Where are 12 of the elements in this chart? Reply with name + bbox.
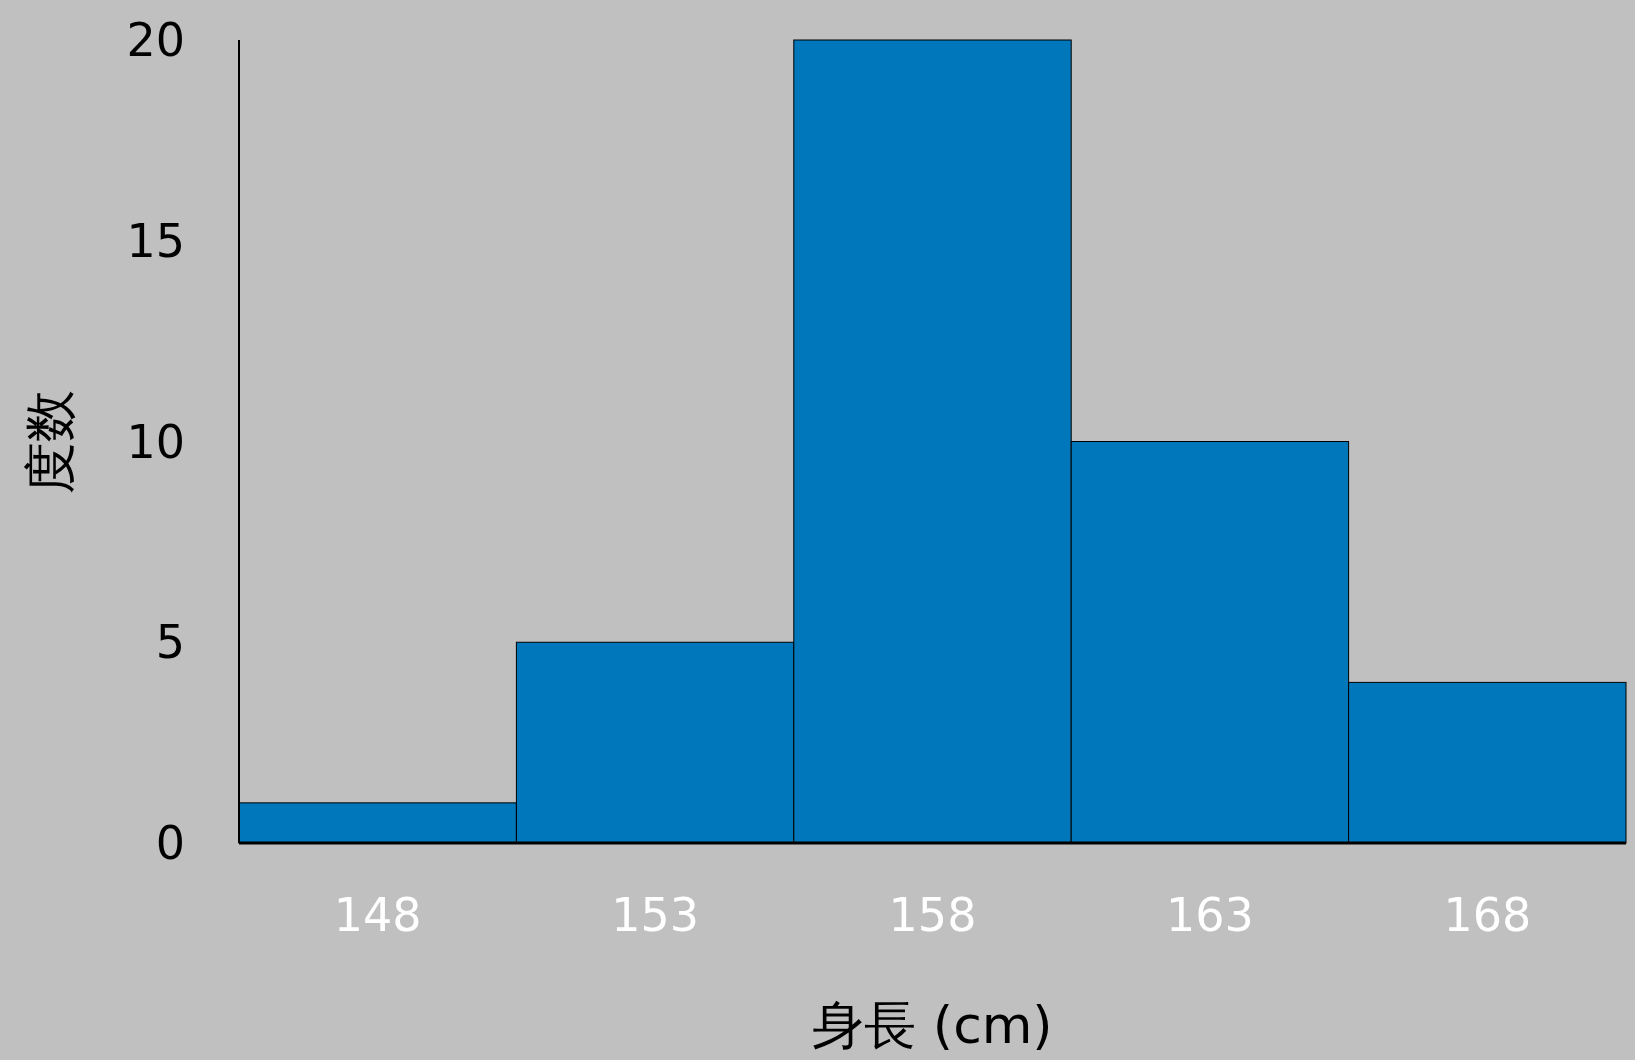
x-tick-label: 168 [1443,888,1532,942]
x-tick-label: 158 [888,888,977,942]
y-tick-label: 15 [126,213,185,268]
y-tick-label: 20 [126,13,185,68]
y-tick-label: 5 [155,615,185,670]
x-axis-title: 身長 (cm) [812,995,1053,1055]
x-tick-label: 148 [333,888,422,942]
x-tick-label: 163 [1165,888,1254,942]
x-tick-label: 153 [611,888,700,942]
y-axis-title: 度数 [20,389,80,494]
y-tick-label: 10 [126,414,185,469]
y-tick-label: 0 [155,816,185,871]
